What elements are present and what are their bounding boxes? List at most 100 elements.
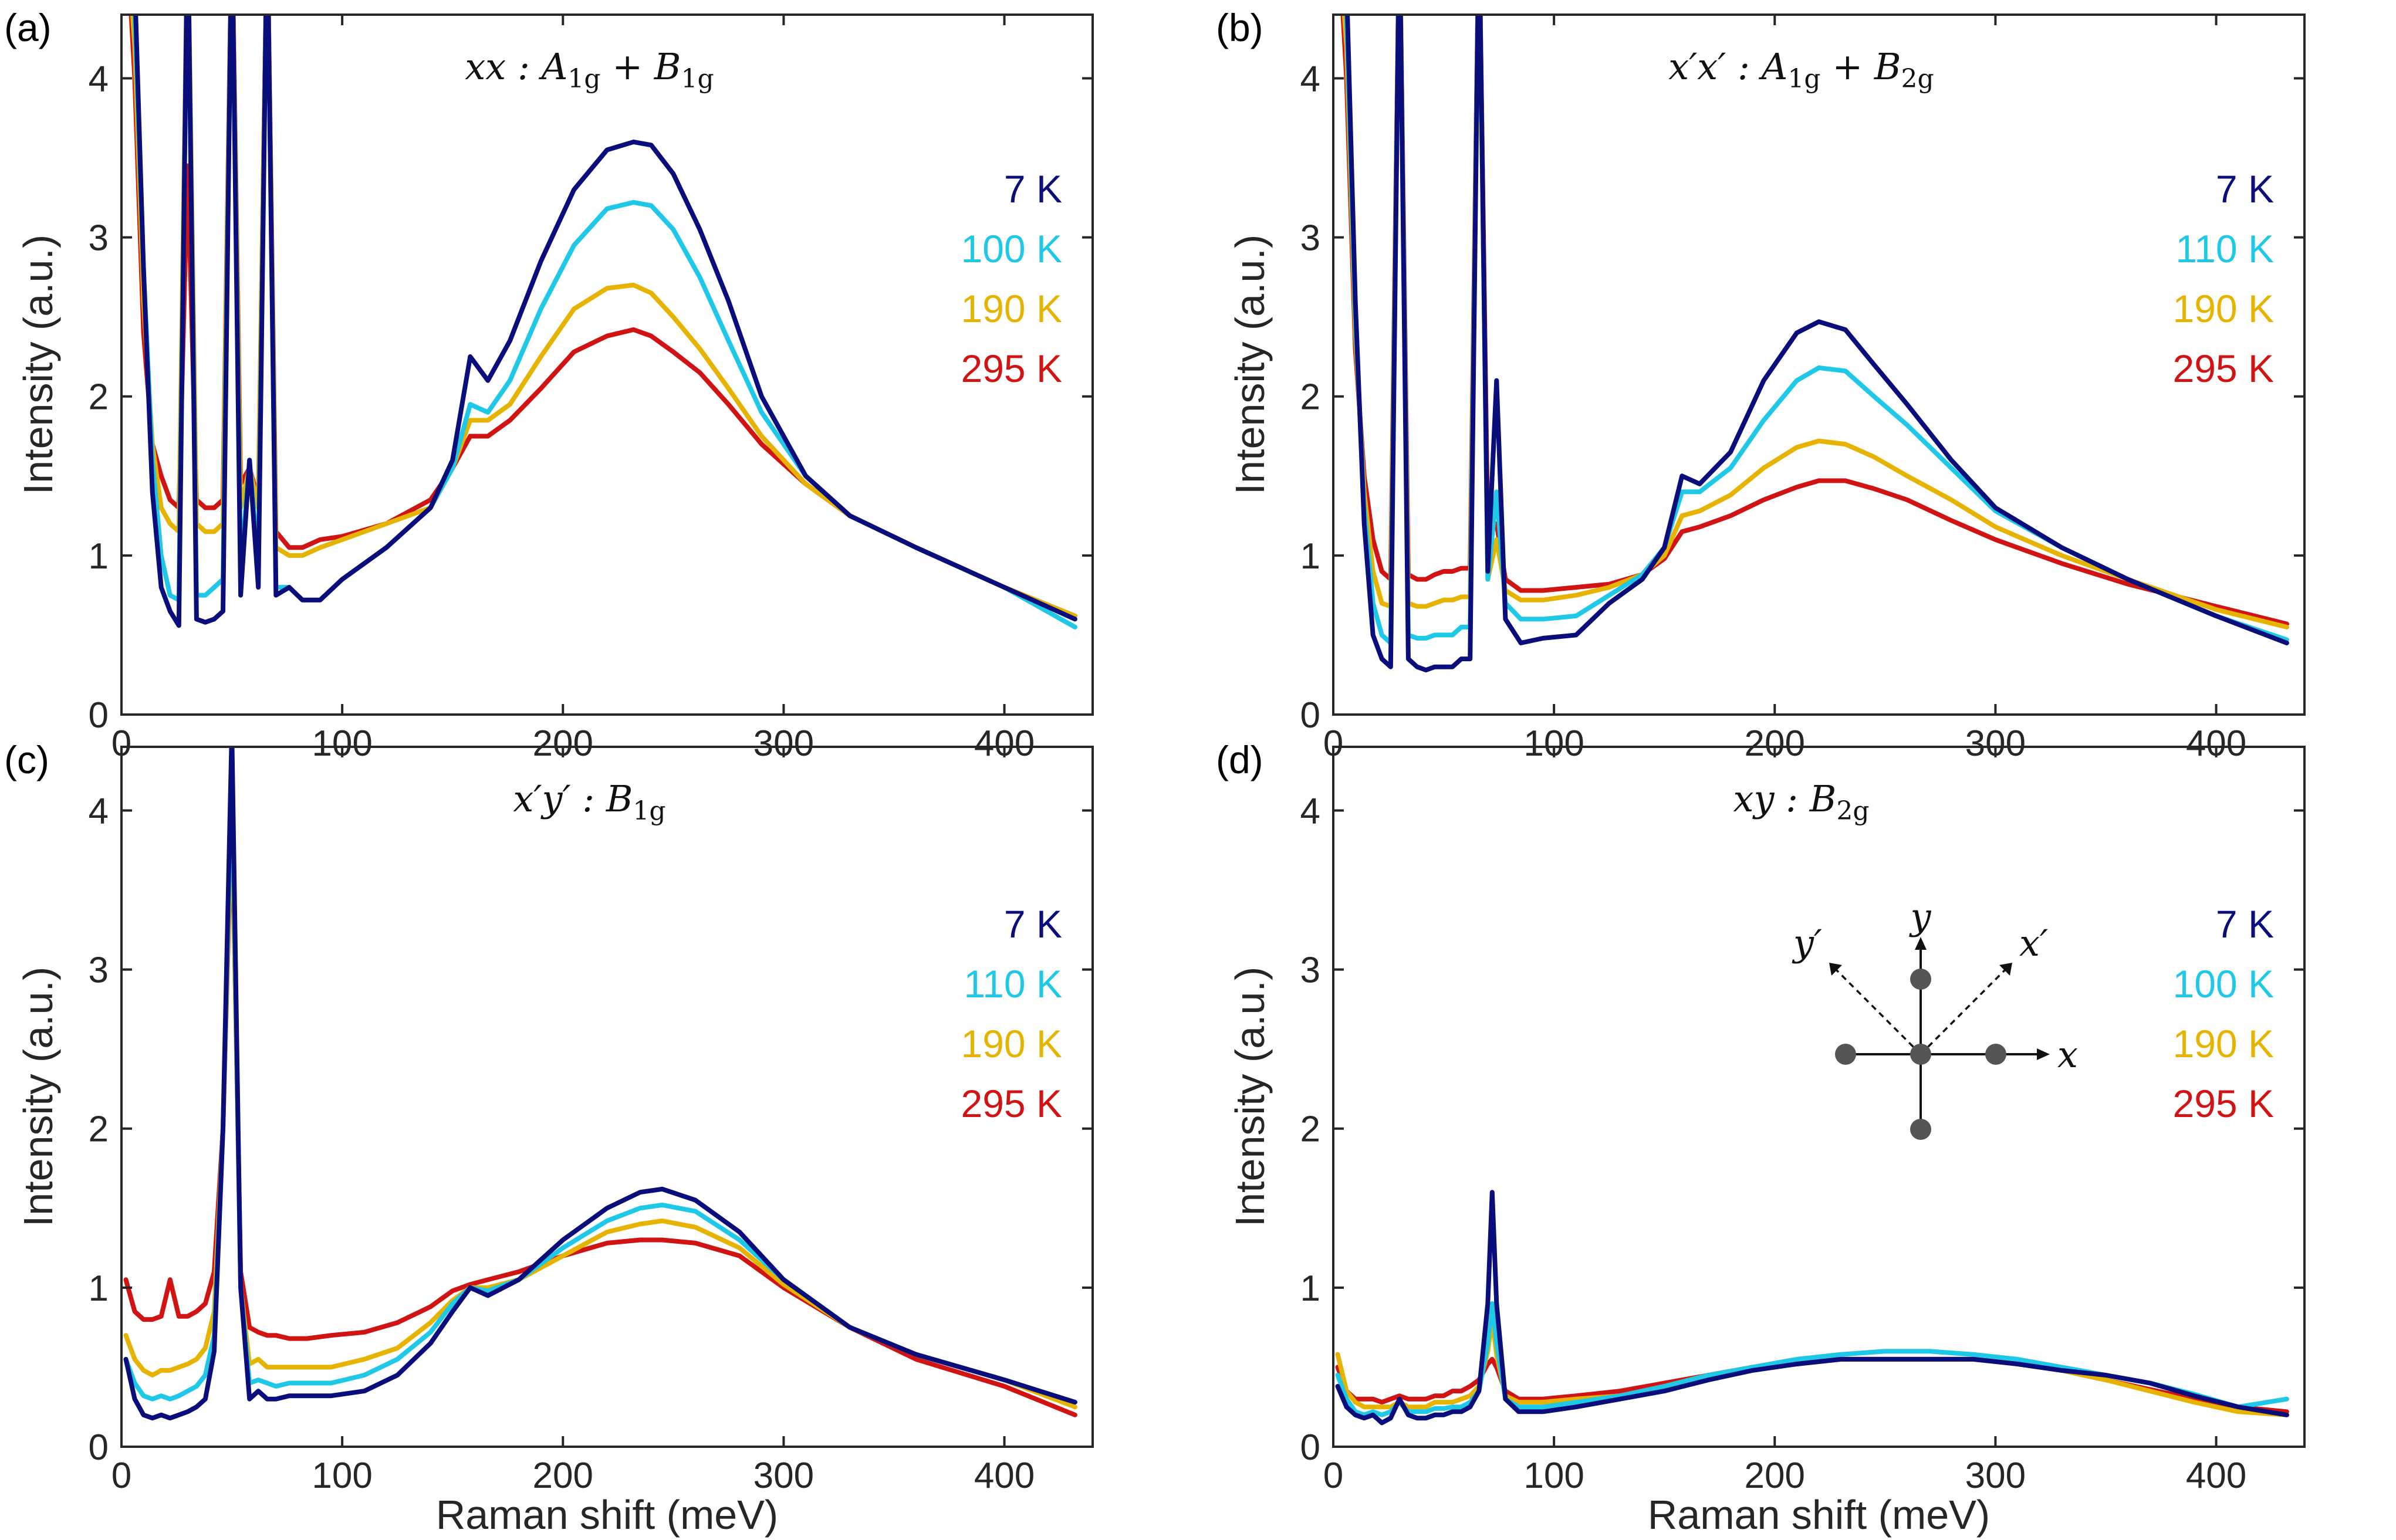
- series-line-7k: [133, 15, 1077, 628]
- plot-frame: [120, 746, 1094, 1448]
- y-tick-label: 0: [89, 695, 109, 736]
- yprime-axis: [1831, 965, 1922, 1055]
- y-tick-label: 3: [89, 950, 109, 991]
- series-line-190k: [123, 792, 1077, 1410]
- y-axis-title: Intensity (a.u.): [15, 967, 61, 1227]
- legend-entry-295k: 295 K: [961, 347, 1062, 390]
- legend-entry-190k: 190 K: [2173, 1022, 2274, 1065]
- x-tick-label: 200: [533, 1456, 593, 1496]
- panel-d: 0 100 200 300 400 0 1 2 3 4 Raman shift (meV) Inten…: [1216, 738, 2306, 1538]
- y-tick-label: 4: [89, 59, 109, 99]
- x-tick-label: 300: [1965, 723, 2026, 764]
- series-group: [129, 15, 1077, 629]
- y-axis-title: Intensity (a.u.): [15, 235, 61, 495]
- series-line-295k: [123, 808, 1077, 1417]
- panel-label: (c): [4, 738, 49, 781]
- legend-entry-7k: 7 K: [1004, 902, 1062, 946]
- legend-entry-100k: 100 K: [2173, 962, 2274, 1006]
- atom-dot: [1910, 969, 1931, 990]
- legend-entry-190k: 190 K: [2173, 287, 2274, 330]
- atom-dot: [1835, 1044, 1856, 1065]
- legend-entry-7k: 7 K: [2216, 902, 2274, 946]
- atom-dot: [1910, 1044, 1931, 1065]
- symmetry-annotation: x′y′ : B1g: [513, 777, 665, 826]
- y-tick-label: 4: [89, 791, 109, 831]
- series-group: [1340, 15, 2289, 673]
- series-group: [1335, 1190, 2289, 1426]
- inset-label: x: [2057, 1033, 2078, 1076]
- legend-entry-295k: 295 K: [2173, 347, 2274, 390]
- legend-entry-190k: 190 K: [961, 287, 1062, 330]
- series-line-7k: [123, 747, 1077, 1421]
- y-tick-label: 1: [1300, 1268, 1320, 1309]
- x-tick-label: 400: [974, 723, 1035, 764]
- y-tick-label: 2: [1300, 1109, 1320, 1150]
- x-tick-label: 300: [753, 1456, 814, 1496]
- y-tick-label: 4: [1300, 59, 1320, 99]
- x-tick-label: 300: [1965, 1456, 2026, 1496]
- symmetry-annotation: xy : B2g: [1733, 777, 1869, 826]
- x-arrowhead-icon: [2037, 1048, 2050, 1060]
- y-tick-label: 2: [1300, 377, 1320, 418]
- y-tick-label: 2: [89, 377, 109, 418]
- inset-label: y′: [1792, 922, 1822, 964]
- x-tick-label: 100: [312, 723, 372, 764]
- y-tick-label: 4: [1300, 791, 1320, 831]
- x-tick-label: 0: [1323, 1456, 1343, 1496]
- inset-label: y: [1908, 895, 1931, 938]
- x-tick-label: 0: [111, 1456, 131, 1496]
- yprime-arrowhead-icon: [1829, 963, 1842, 976]
- legend-entry-295k: 295 K: [2173, 1082, 2274, 1125]
- y-tick-label: 3: [89, 218, 109, 259]
- legend-entry-7k: 7 K: [1004, 167, 1062, 211]
- legend-entry-7k: 7 K: [2216, 167, 2274, 211]
- x-tick-label: 400: [974, 1456, 1035, 1496]
- x-tick-label: 100: [312, 1456, 372, 1496]
- y-axis-title: Intensity (a.u.): [1227, 235, 1273, 495]
- x-tick-label: 100: [1523, 723, 1584, 764]
- symmetry-annotation: xx : A1g + B1g: [465, 45, 714, 94]
- x-tick-label: 400: [2186, 723, 2246, 764]
- xprime-arrowhead-icon: [1999, 963, 2012, 976]
- x-tick-label: 200: [533, 723, 593, 764]
- atom-dot: [1985, 1044, 2006, 1065]
- x-axis-title: Raman shift (meV): [1648, 1492, 1990, 1538]
- lattice-inset: y y′ x′ x: [1792, 895, 2078, 1140]
- atom-dot: [1910, 1119, 1931, 1140]
- plot-frame: [1332, 746, 2306, 1448]
- x-tick-label: 200: [1745, 1456, 1805, 1496]
- y-axis-title: Intensity (a.u.): [1227, 967, 1273, 1227]
- y-arrowhead-icon: [1915, 937, 1927, 950]
- series-group: [123, 747, 1077, 1421]
- legend-entry-100k: 100 K: [961, 227, 1062, 270]
- x-tick-label: 400: [2186, 1456, 2246, 1496]
- y-tick-label: 2: [89, 1109, 109, 1150]
- y-tick-label: 0: [1300, 1427, 1320, 1468]
- symmetry-annotation: x′x′ : A1g + B2g: [1668, 45, 1934, 94]
- panel-label: (b): [1216, 6, 1263, 49]
- legend-entry-190k: 190 K: [961, 1022, 1062, 1065]
- plot-frame: [1332, 13, 2306, 716]
- y-tick-label: 0: [1300, 695, 1320, 736]
- panel-label: (d): [1216, 738, 1263, 781]
- y-tick-label: 3: [1300, 218, 1320, 259]
- series-line-7k: [1335, 1190, 2289, 1426]
- y-tick-label: 0: [89, 1427, 109, 1468]
- panel-label: (a): [4, 6, 52, 49]
- panel-c: 0 100 200 300 400 0 1 2 3 4 Raman shift (meV) Inten…: [4, 738, 1094, 1538]
- y-tick-label: 3: [1300, 950, 1320, 991]
- series-line-7k: [1345, 15, 2289, 673]
- x-tick-label: 300: [753, 723, 814, 764]
- x-tick-label: 200: [1745, 723, 1805, 764]
- x-axis-title: Raman shift (meV): [436, 1492, 778, 1538]
- legend-entry-295k: 295 K: [961, 1082, 1062, 1125]
- legend-entry-110k: 110 K: [964, 962, 1062, 1006]
- y-tick-label: 1: [89, 1268, 109, 1309]
- legend-entry-110k: 110 K: [2175, 227, 2274, 270]
- series-line-110k: [123, 760, 1077, 1405]
- inset-label: x′: [2019, 922, 2048, 964]
- y-tick-label: 1: [89, 536, 109, 577]
